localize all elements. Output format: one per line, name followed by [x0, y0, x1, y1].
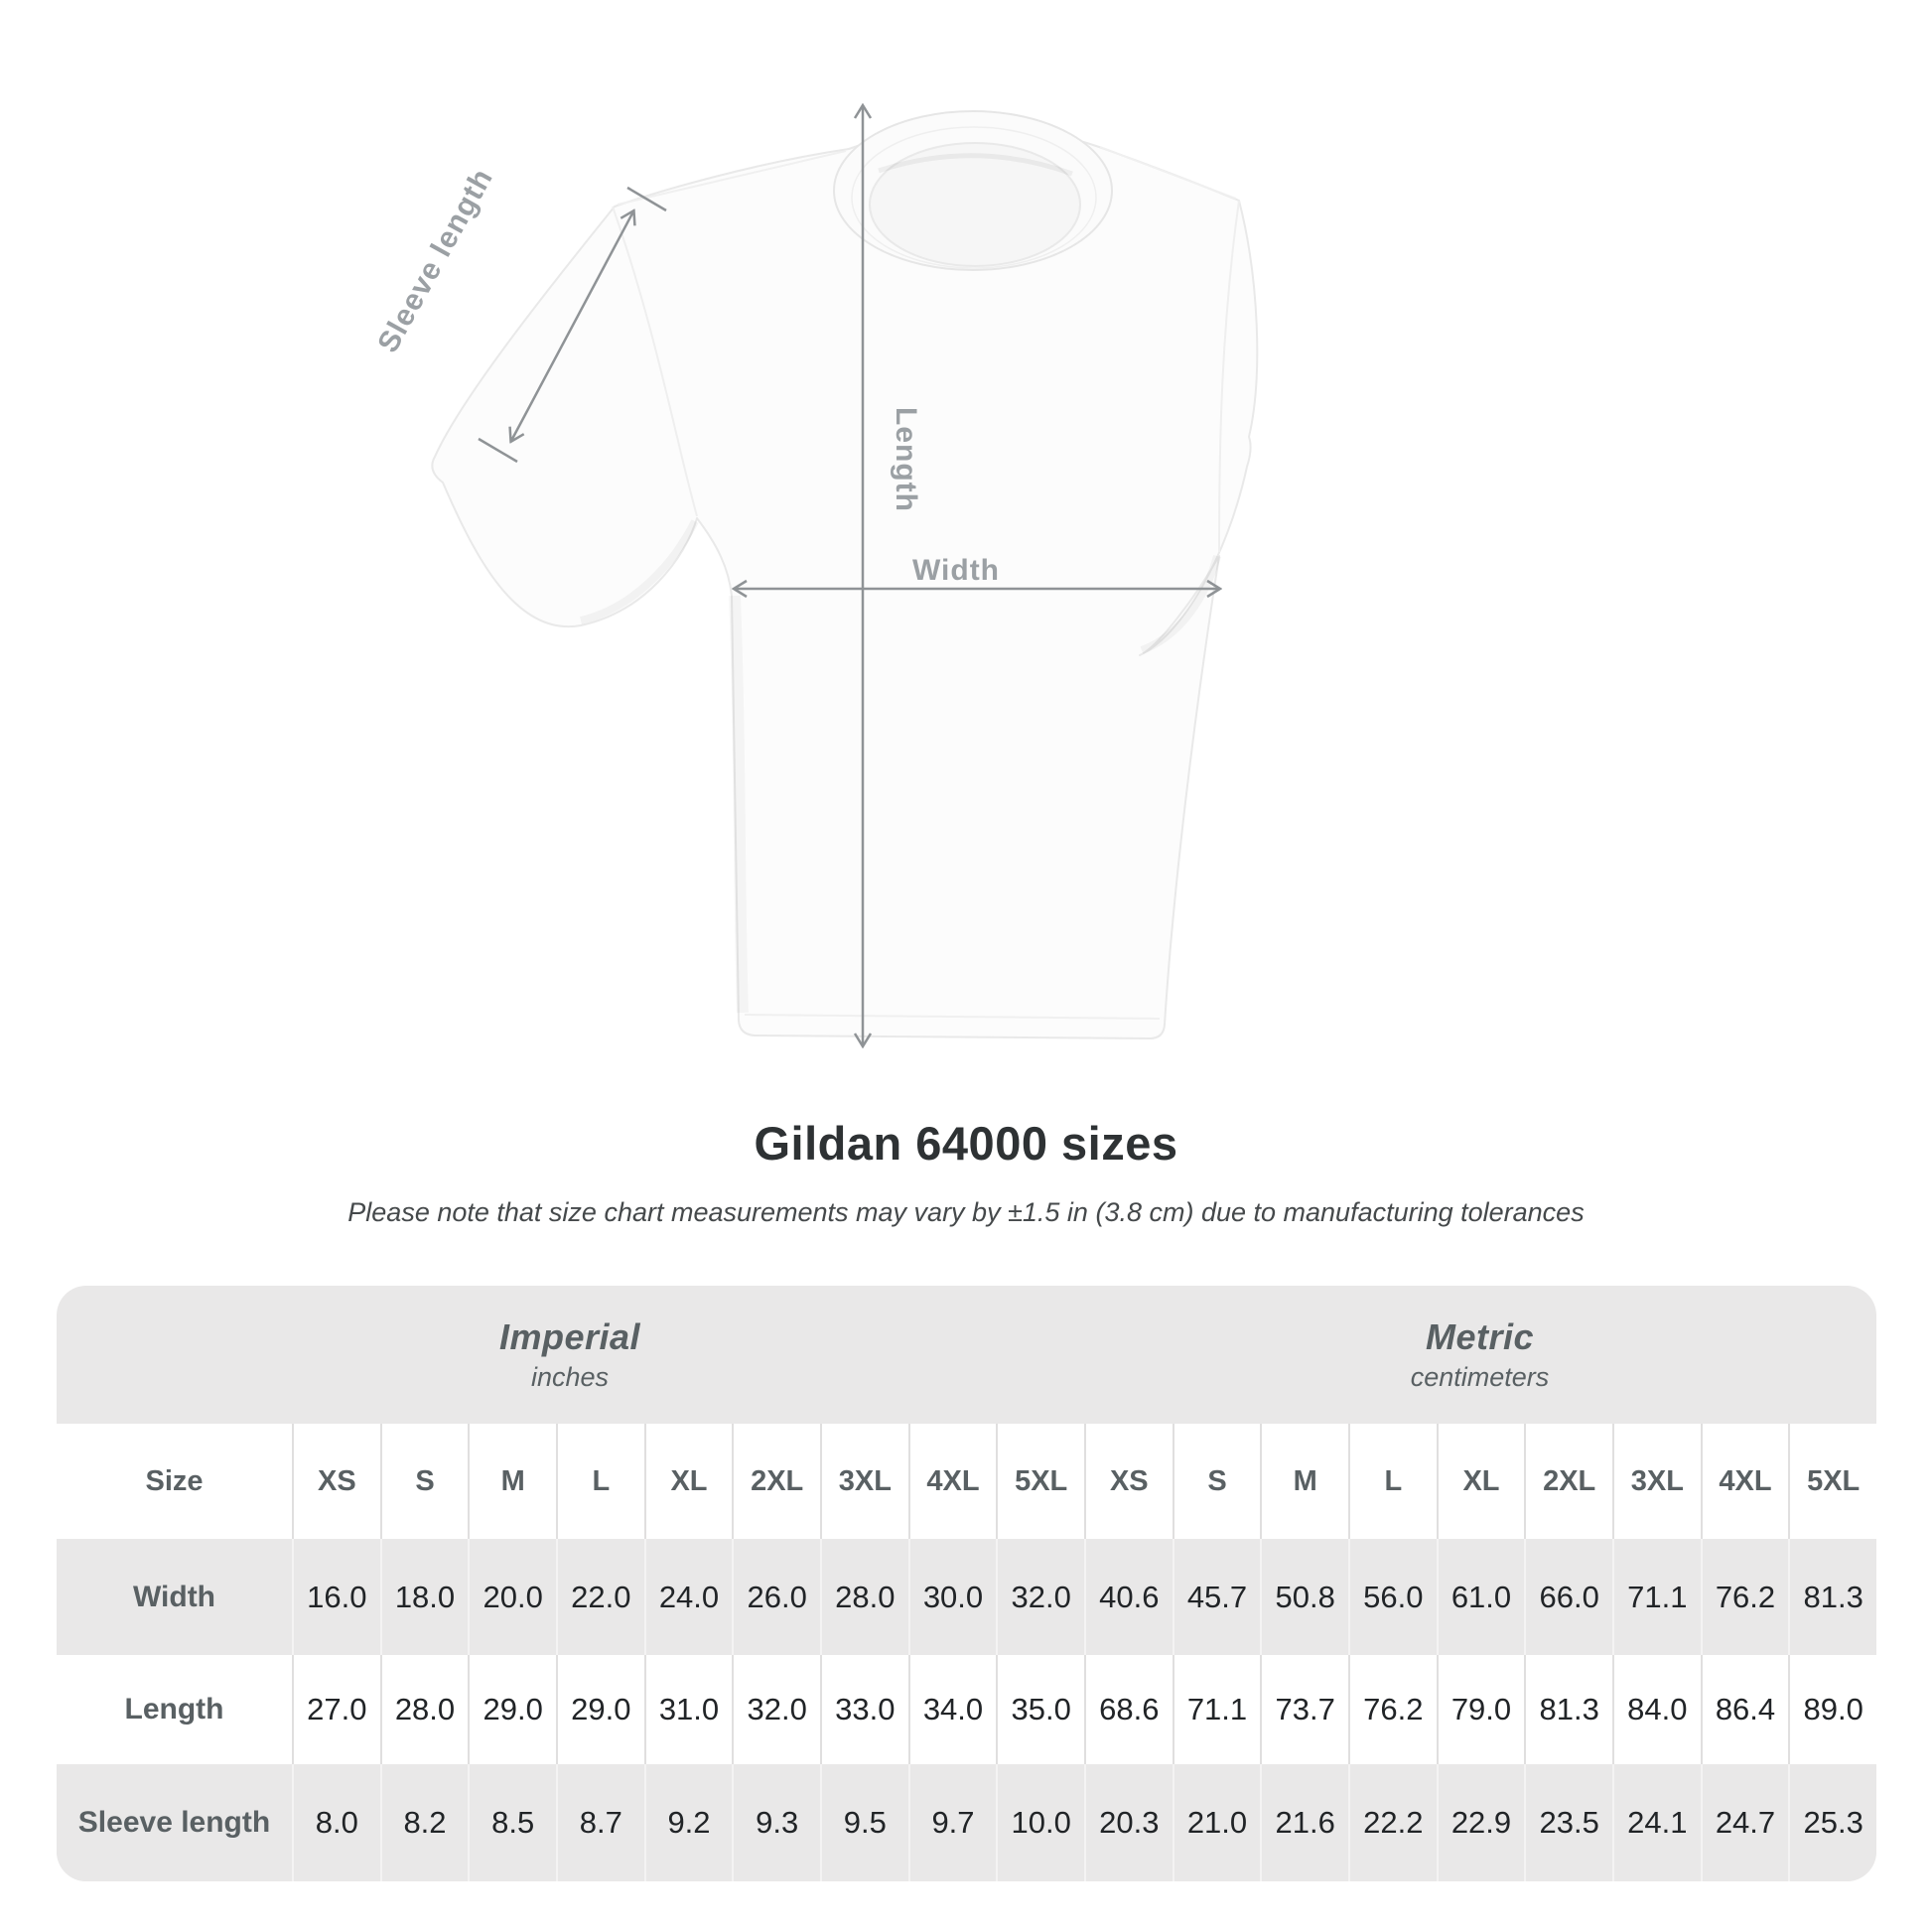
value-cell: 81.3	[1788, 1539, 1876, 1655]
imperial-subtitle: inches	[530, 1362, 610, 1392]
value-cell: 76.2	[1347, 1655, 1437, 1764]
value-cell: 35.0	[996, 1655, 1084, 1764]
value-cell: 68.6	[1083, 1655, 1173, 1764]
value-cell: 40.6	[1083, 1539, 1173, 1655]
sleeve-arrow-tick-bottom	[478, 437, 518, 464]
value-cell: 18.0	[379, 1539, 469, 1655]
size-header-imperial-xl: XL	[643, 1424, 733, 1539]
value-cell: 34.0	[907, 1655, 997, 1764]
value-cell: 71.1	[1611, 1539, 1701, 1655]
row-label: Sleeve length	[57, 1764, 292, 1881]
measurement-arrows	[478, 106, 1219, 1045]
tolerance-note: Please note that size chart measurements…	[347, 1197, 1585, 1227]
value-cell: 73.7	[1260, 1655, 1348, 1764]
size-grid: Size XS S M L XL 2XL 3XL 4XL 5XL XS S M L XL 2XL 3XL 4XL 5…	[57, 1424, 1876, 1881]
value-cell: 8.2	[379, 1764, 469, 1881]
size-header-imperial-m: M	[468, 1424, 556, 1539]
value-cell: 66.0	[1524, 1539, 1612, 1655]
sleeve-length-arrow	[511, 211, 633, 441]
value-cell: 20.0	[468, 1539, 556, 1655]
value-cell: 28.0	[379, 1655, 469, 1764]
size-header-imperial-s: S	[379, 1424, 469, 1539]
tshirt-measurement-figure: Sleeve length Length Width	[371, 0, 1259, 1112]
size-header-metric-xs: XS	[1083, 1424, 1173, 1539]
value-cell: 29.0	[555, 1655, 644, 1764]
value-cell: 25.3	[1788, 1764, 1876, 1881]
size-header-imperial-4xl: 4XL	[907, 1424, 997, 1539]
value-cell: 10.0	[996, 1764, 1084, 1881]
size-header-metric-l: L	[1347, 1424, 1437, 1539]
size-header-metric-3xl: 3XL	[1611, 1424, 1701, 1539]
size-header-imperial-xs: XS	[292, 1424, 380, 1539]
unit-header-metric: Metric centimeters	[1083, 1286, 1876, 1424]
value-cell: 33.0	[819, 1655, 908, 1764]
value-cell: 86.4	[1700, 1655, 1789, 1764]
size-header-metric-xl: XL	[1436, 1424, 1525, 1539]
value-cell: 22.9	[1436, 1764, 1525, 1881]
value-cell: 9.2	[643, 1764, 733, 1881]
value-cell: 8.0	[292, 1764, 380, 1881]
value-cell: 22.0	[555, 1539, 644, 1655]
value-cell: 31.0	[643, 1655, 733, 1764]
value-cell: 9.3	[732, 1764, 820, 1881]
metric-title: Metric	[1425, 1316, 1535, 1357]
value-cell: 22.2	[1347, 1764, 1437, 1881]
value-cell: 21.6	[1260, 1764, 1348, 1881]
value-cell: 8.5	[468, 1764, 556, 1881]
value-cell: 32.0	[732, 1655, 820, 1764]
value-cell: 20.3	[1083, 1764, 1173, 1881]
value-cell: 56.0	[1347, 1539, 1437, 1655]
size-header-metric-m: M	[1260, 1424, 1348, 1539]
value-cell: 29.0	[468, 1655, 556, 1764]
value-cell: 24.7	[1700, 1764, 1789, 1881]
value-cell: 89.0	[1788, 1655, 1876, 1764]
value-cell: 50.8	[1260, 1539, 1348, 1655]
size-header-imperial-3xl: 3XL	[819, 1424, 908, 1539]
length-label: Length	[890, 407, 922, 512]
size-header-metric-s: S	[1172, 1424, 1261, 1539]
size-header-metric-2xl: 2XL	[1524, 1424, 1612, 1539]
value-cell: 32.0	[996, 1539, 1084, 1655]
value-cell: 84.0	[1611, 1655, 1701, 1764]
unit-header-imperial: Imperial inches	[57, 1286, 1083, 1424]
row-label: Length	[57, 1655, 292, 1764]
size-table: Imperial inches Metric centimeters Size X…	[57, 1286, 1876, 1881]
value-cell: 76.2	[1700, 1539, 1789, 1655]
value-cell: 61.0	[1436, 1539, 1525, 1655]
value-cell: 28.0	[819, 1539, 908, 1655]
value-cell: 45.7	[1172, 1539, 1261, 1655]
size-corner-header: Size	[57, 1424, 292, 1539]
size-header-imperial-2xl: 2XL	[732, 1424, 820, 1539]
unit-header-row: Imperial inches Metric centimeters	[57, 1286, 1876, 1424]
tshirt-image	[431, 110, 1259, 1039]
metric-subtitle: centimeters	[1410, 1362, 1550, 1392]
row-label: Width	[57, 1539, 292, 1655]
sleeve-arrow-tick-top	[626, 186, 667, 212]
size-header-imperial-5xl: 5XL	[996, 1424, 1084, 1539]
value-cell: 30.0	[907, 1539, 997, 1655]
value-cell: 81.3	[1524, 1655, 1612, 1764]
size-header-metric-5xl: 5XL	[1788, 1424, 1876, 1539]
value-cell: 26.0	[732, 1539, 820, 1655]
value-cell: 24.1	[1611, 1764, 1701, 1881]
value-cell: 21.0	[1172, 1764, 1261, 1881]
value-cell: 9.5	[819, 1764, 908, 1881]
value-cell: 16.0	[292, 1539, 380, 1655]
size-header-metric-4xl: 4XL	[1700, 1424, 1789, 1539]
value-cell: 79.0	[1436, 1655, 1525, 1764]
value-cell: 24.0	[643, 1539, 733, 1655]
value-cell: 71.1	[1172, 1655, 1261, 1764]
page-title: Gildan 64000 sizes	[754, 1117, 1178, 1170]
value-cell: 23.5	[1524, 1764, 1612, 1881]
size-header-imperial-l: L	[555, 1424, 644, 1539]
sleeve-length-label: Sleeve length	[371, 163, 499, 358]
value-cell: 8.7	[555, 1764, 644, 1881]
value-cell: 9.7	[907, 1764, 997, 1881]
imperial-title: Imperial	[498, 1316, 641, 1357]
width-label: Width	[912, 554, 1000, 587]
value-cell: 27.0	[292, 1655, 380, 1764]
